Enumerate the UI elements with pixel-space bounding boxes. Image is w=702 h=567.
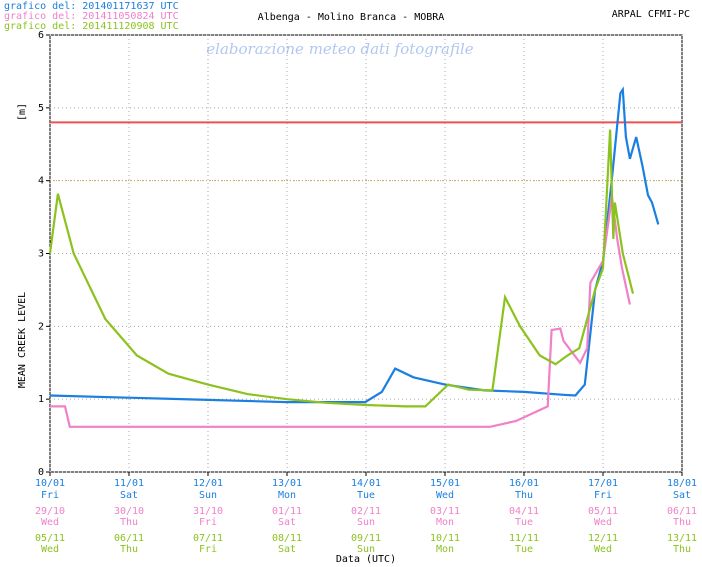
series-line — [50, 195, 631, 428]
x-tick-date: 11/11 — [509, 533, 539, 544]
x-tick-day: Thu — [120, 517, 138, 528]
source-label: ARPAL CFMI-PC — [612, 9, 690, 20]
x-tick-day: Wed — [594, 517, 612, 528]
watermark: elaborazione meteo dati fotografile — [206, 40, 474, 58]
x-tick-day: Thu — [673, 517, 691, 528]
x-tick-day: Tue — [515, 517, 533, 528]
x-tick-day: Sun — [357, 517, 375, 528]
x-tick-date: 31/10 — [193, 506, 223, 517]
x-tick-date: 18/01 — [667, 478, 697, 489]
x-tick-date: 12/01 — [193, 478, 223, 489]
x-axis-label: Data (UTC) — [336, 554, 396, 565]
x-tick-day: Wed — [41, 544, 59, 555]
x-tick-day: Fri — [594, 490, 612, 501]
x-tick-day: Sat — [120, 490, 138, 501]
y-tick-label: 4 — [38, 176, 44, 187]
x-tick-date: 16/01 — [509, 478, 539, 489]
x-tick-day: Fri — [199, 544, 217, 555]
x-tick-date: 03/11 — [430, 506, 460, 517]
x-tick-day: Fri — [199, 517, 217, 528]
x-tick-day: Mon — [278, 490, 296, 501]
x-tick-day: Wed — [41, 517, 59, 528]
legend-entry: grafico del: 201411120908 UTC — [4, 21, 179, 32]
x-tick-date: 11/01 — [114, 478, 144, 489]
chart-title: Albenga - Molino Branca - MOBRA — [258, 12, 445, 23]
x-tick-date: 05/11 — [35, 533, 65, 544]
x-tick-day: Tue — [515, 544, 533, 555]
series-line — [49, 86, 660, 404]
x-tick-date: 05/11 — [588, 506, 618, 517]
x-tick-day: Wed — [436, 490, 454, 501]
y-tick-label: 5 — [38, 103, 44, 114]
x-tick-date: 06/11 — [114, 533, 144, 544]
x-tick-day: Mon — [436, 517, 454, 528]
x-tick-date: 01/11 — [272, 506, 302, 517]
x-tick-date: 30/10 — [114, 506, 144, 517]
y-tick-label: 6 — [38, 30, 44, 41]
x-tick-date: 06/11 — [667, 506, 697, 517]
x-tick-day: Fri — [41, 490, 59, 501]
x-tick-day: Thu — [120, 544, 138, 555]
series-line — [48, 129, 635, 408]
x-tick-day: Sat — [278, 544, 296, 555]
x-tick-day: Tue — [357, 490, 375, 501]
x-tick-date: 09/11 — [351, 533, 381, 544]
y-axis-label: MEAN CREEK LEVEL — [17, 292, 28, 388]
x-tick-date: 07/11 — [193, 533, 223, 544]
x-tick-day: Sat — [673, 490, 691, 501]
legend-entry: grafico del: 201401171637 UTC — [4, 1, 179, 12]
x-tick-date: 12/11 — [588, 533, 618, 544]
x-tick-day: Sun — [199, 490, 217, 501]
x-tick-date: 10/11 — [430, 533, 460, 544]
x-tick-day: Thu — [673, 544, 691, 555]
x-tick-day: Mon — [436, 544, 454, 555]
x-tick-day: Thu — [515, 490, 533, 501]
x-tick-date: 04/11 — [509, 506, 539, 517]
legend-entry: grafico del: 201411050824 UTC — [4, 11, 179, 22]
x-tick-date: 08/11 — [272, 533, 302, 544]
y-unit: [m] — [17, 103, 28, 121]
x-tick-date: 13/01 — [272, 478, 302, 489]
x-tick-date: 10/01 — [35, 478, 65, 489]
x-tick-day: Wed — [594, 544, 612, 555]
x-tick-date: 29/10 — [35, 506, 65, 517]
y-tick-label: 1 — [38, 394, 44, 405]
x-tick-date: 02/11 — [351, 506, 381, 517]
x-tick-date: 17/01 — [588, 478, 618, 489]
x-tick-date: 13/11 — [667, 533, 697, 544]
x-tick-date: 14/01 — [351, 478, 381, 489]
x-tick-day: Sat — [278, 517, 296, 528]
y-tick-label: 2 — [38, 321, 44, 332]
x-tick-date: 15/01 — [430, 478, 460, 489]
x-tick-day: Sun — [357, 544, 375, 555]
y-tick-label: 3 — [38, 249, 44, 260]
y-tick-label: 0 — [38, 467, 44, 478]
